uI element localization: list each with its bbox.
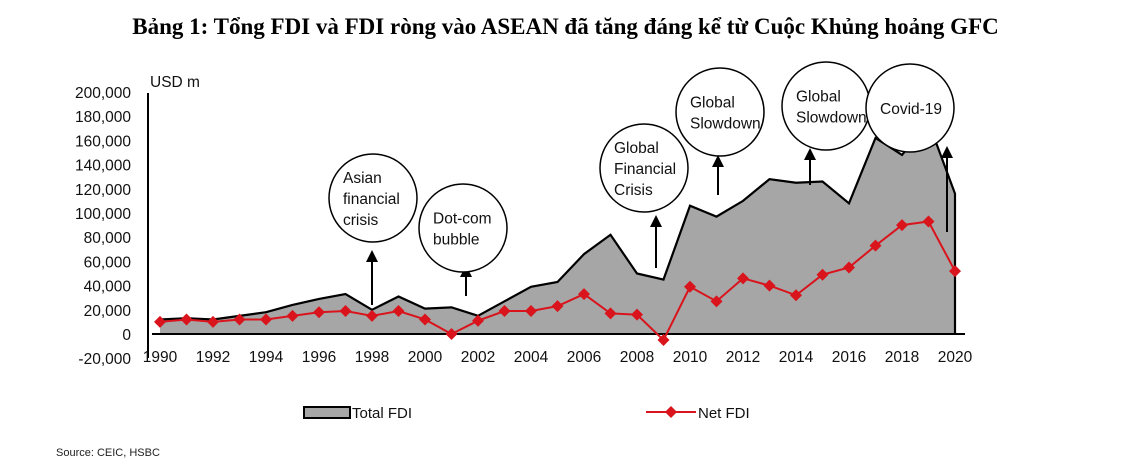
net-fdi-point: [578, 288, 590, 301]
x-tick-label: 2008: [620, 349, 654, 366]
net-fdi-point: [445, 328, 458, 340]
arrow-head-icon: [941, 146, 953, 158]
arrow-head-icon: [650, 215, 662, 227]
net-fdi-point: [419, 313, 431, 326]
net-fdi-point: [339, 305, 352, 318]
legend-swatch-total-fdi: [303, 406, 351, 419]
annotation-bubble: [675, 67, 765, 157]
net-fdi-point: [763, 279, 776, 292]
y-tick-label: 60,000: [84, 254, 132, 271]
x-tick-label: 1994: [249, 349, 284, 366]
annotation-text: financial: [343, 191, 400, 208]
annotation-bubble: [599, 123, 689, 213]
legend-label-total-fdi: Total FDI: [352, 405, 412, 422]
chart-title: Bảng 1: Tổng FDI và FDI ròng vào ASEAN đ…: [132, 14, 999, 39]
legend-marker-net-fdi: [665, 406, 677, 418]
x-tick-label: 2020: [938, 349, 973, 366]
x-tick-label: 1990: [143, 349, 178, 366]
y-tick-label: 40,000: [84, 279, 132, 296]
y-tick-label: 140,000: [75, 158, 131, 175]
x-tick-label: 2014: [779, 349, 814, 366]
annotation-text: Asian: [343, 170, 382, 187]
net-fdi-point: [286, 309, 299, 322]
annotation-bubble: [781, 61, 871, 151]
annotation-bubble: [418, 183, 508, 273]
annotation-text: crisis: [343, 212, 379, 229]
annotation-text: Covid-19: [880, 101, 942, 118]
x-tick-label: 1992: [196, 349, 230, 366]
annotation-text: Crisis: [614, 182, 653, 199]
net-fdi-point: [790, 289, 802, 302]
annotation-text: Financial: [614, 161, 676, 178]
net-fdi-point: [869, 239, 882, 252]
x-tick-label: 2000: [408, 349, 443, 366]
x-tick-label: 2016: [832, 349, 866, 366]
y-tick-label: -20,000: [78, 351, 131, 368]
net-fdi-point: [551, 300, 564, 313]
net-fdi-point: [684, 280, 696, 293]
net-fdi-point: [631, 308, 643, 321]
net-fdi-point: [710, 295, 723, 308]
arrow-head-icon: [804, 148, 816, 160]
x-tick-label: 2004: [514, 349, 549, 366]
net-fdi-point: [816, 268, 829, 281]
y-tick-label: 120,000: [75, 182, 131, 199]
x-tick-label: 2002: [461, 349, 495, 366]
annotation-text: Global: [796, 89, 841, 106]
y-tick-label: 20,000: [84, 303, 132, 320]
net-fdi-point: [949, 265, 961, 278]
net-fdi-point: [233, 313, 246, 326]
annotation-text: Global: [614, 140, 659, 157]
net-fdi-point: [472, 314, 484, 327]
net-fdi-point: [604, 307, 617, 320]
x-tick-label: 2012: [726, 349, 760, 366]
annotation-text: Slowdown: [690, 116, 761, 133]
net-fdi-point: [657, 334, 670, 347]
net-fdi-point: [737, 272, 749, 285]
y-tick-label: 160,000: [75, 133, 131, 150]
annotation-text: Global: [690, 95, 735, 112]
net-fdi-point: [392, 305, 405, 318]
y-tick-label: 200,000: [75, 85, 131, 102]
x-tick-label: 2010: [673, 349, 708, 366]
net-fdi-point: [154, 315, 166, 328]
annotation-text: Slowdown: [796, 110, 867, 127]
x-tick-label: 2018: [885, 349, 919, 366]
y-tick-label: 100,000: [75, 206, 131, 223]
y-tick-label: 0: [122, 327, 131, 344]
net-fdi-point: [498, 305, 511, 318]
net-fdi-point: [922, 215, 935, 228]
arrow-head-icon: [712, 155, 724, 167]
x-tick-label: 1996: [302, 349, 336, 366]
net-fdi-point: [896, 219, 908, 232]
net-fdi-point: [366, 309, 378, 322]
annotation-text: bubble: [433, 232, 480, 249]
arrow-head-icon: [366, 250, 378, 262]
annotation-bubble: [328, 153, 418, 243]
net-fdi-point: [525, 305, 537, 318]
y-tick-label: 80,000: [84, 230, 132, 247]
y-tick-label: 180,000: [75, 109, 131, 126]
x-tick-label: 1998: [355, 349, 389, 366]
x-tick-label: 2006: [567, 349, 601, 366]
y-axis-label: USD m: [150, 74, 200, 91]
net-fdi-point: [843, 261, 855, 274]
net-fdi-point: [260, 313, 272, 326]
total-fdi-outline: [159, 120, 957, 334]
net-fdi-point: [207, 315, 219, 328]
legend-label-net-fdi: Net FDI: [698, 405, 750, 422]
source-note: Source: CEIC, HSBC: [56, 447, 160, 459]
net-fdi-point: [180, 313, 193, 326]
annotation-text: Dot-com: [433, 211, 492, 228]
net-fdi-point: [313, 306, 325, 319]
annotation-bubble: [865, 63, 955, 153]
